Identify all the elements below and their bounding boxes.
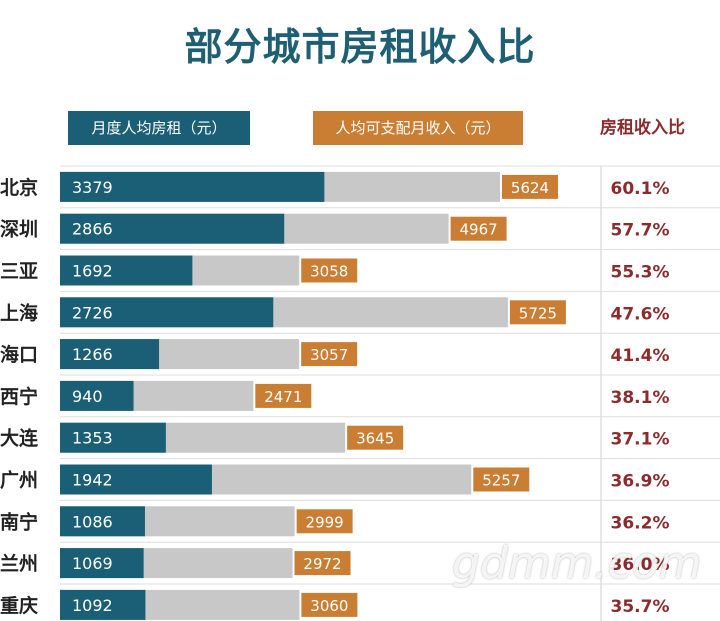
income-value-box: [450, 216, 507, 241]
income-value-label: 2999: [306, 513, 344, 531]
ratio-value: 37.1%: [611, 430, 670, 450]
income-value-box: [301, 592, 358, 617]
category-label: 重庆: [0, 594, 38, 617]
ratio-column-header: 房租收入比: [600, 118, 685, 138]
rent-bar: [60, 464, 212, 495]
category-label: 南宁: [0, 510, 38, 533]
category-label: 大连: [0, 427, 39, 450]
category-label: 广州: [0, 469, 38, 492]
category-label: 海口: [0, 343, 38, 366]
ratio-value: 35.7%: [611, 597, 670, 617]
category-label: 北京: [0, 176, 38, 199]
income-value-box: [294, 551, 351, 576]
income-value-label: 2972: [303, 555, 341, 573]
rent-value-label: 1086: [72, 512, 113, 531]
rent-value-label: 1266: [72, 345, 113, 364]
rent-value-label: 2866: [72, 220, 113, 239]
category-label: 三亚: [0, 261, 38, 283]
rent-bar: [60, 380, 134, 411]
rent-bar: [60, 297, 274, 328]
rent-bar: [60, 548, 144, 579]
income-value-label: 3645: [356, 430, 394, 448]
income-value-box: [347, 425, 404, 450]
ratio-value: 38.1%: [611, 388, 670, 408]
category-label: 上海: [0, 301, 38, 324]
income-value-label: 3060: [310, 597, 348, 615]
rent-value-label: 940: [72, 387, 103, 406]
rent-bar: [60, 171, 325, 202]
income-value-label: 5725: [519, 304, 557, 322]
income-value-label: 3057: [310, 346, 348, 364]
rent-value-label: 1692: [72, 262, 113, 281]
rent-value-label: 1353: [72, 429, 113, 448]
income-value-box: [473, 467, 530, 492]
rent-bar: [60, 213, 285, 244]
legend-rent: 月度人均房租（元）: [68, 111, 250, 145]
ratio-value: 55.3%: [611, 263, 670, 283]
income-value-box: [255, 383, 312, 408]
rent-value-label: 1092: [72, 596, 113, 615]
rent-bar: [60, 422, 166, 453]
rent-value-label: 1069: [72, 554, 113, 573]
income-value-box: [509, 300, 566, 325]
rent-value-label: 3379: [72, 178, 113, 197]
income-value-label: 5624: [511, 179, 549, 197]
ratio-value: 47.6%: [611, 304, 670, 324]
ratio-value: 60.1%: [611, 179, 670, 199]
legend-income: 人均可支配月收入（元）: [313, 111, 523, 145]
category-label: 深圳: [0, 218, 38, 241]
ratio-value: 41.4%: [611, 346, 670, 366]
rent-bar: [60, 339, 160, 370]
ratio-value: 36.0%: [611, 555, 670, 575]
rent-bar: [60, 506, 145, 537]
category-label: 西宁: [0, 385, 38, 408]
ratio-value: 36.9%: [611, 472, 670, 492]
income-value-box: [301, 258, 358, 283]
income-value-label: 4967: [460, 221, 498, 239]
ratio-value: 57.7%: [611, 221, 670, 241]
income-value-label: 3058: [310, 263, 348, 281]
rent-value-label: 1942: [72, 471, 113, 490]
category-label: 兰州: [0, 552, 38, 575]
income-value-label: 2471: [264, 388, 302, 406]
rent-bar: [60, 589, 146, 620]
income-value-box: [301, 342, 358, 367]
chart-title: 部分城市房租收入比: [184, 25, 536, 69]
ratio-value: 36.2%: [611, 513, 670, 533]
income-value-box: [296, 509, 353, 534]
rent-bar: [60, 255, 193, 286]
income-value-box: [502, 174, 558, 199]
income-value-label: 5257: [482, 472, 520, 490]
rent-value-label: 2726: [72, 303, 113, 322]
